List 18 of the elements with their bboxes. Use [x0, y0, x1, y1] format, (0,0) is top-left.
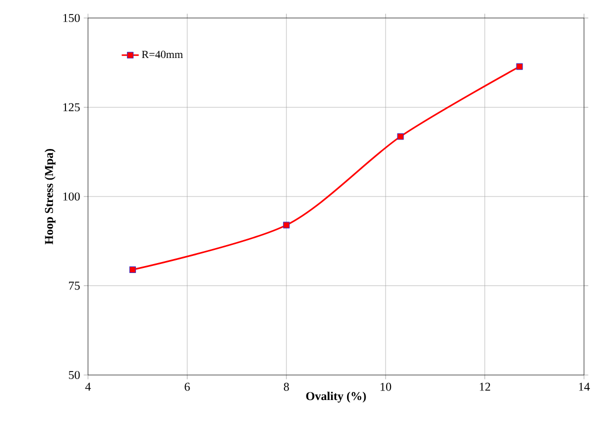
point [397, 133, 404, 140]
x-tick-label: 12 [480, 382, 490, 391]
y-tick-label: 50 [68, 370, 80, 380]
x-tick-label: 4 [85, 382, 91, 391]
x-axis-title: Ovality (%) [306, 392, 366, 403]
x-tick-label: 14 [579, 382, 590, 391]
y-tick-label: 100 [63, 192, 80, 201]
x-tick-label: 8 [284, 382, 289, 391]
y-axis-title: Hoop Stress (Mpa) [44, 148, 56, 244]
x-tick-label: 10 [380, 382, 392, 391]
y-tick-label: 150 [63, 14, 80, 22]
point [283, 222, 290, 228]
point [516, 63, 523, 70]
point [129, 266, 136, 273]
legend-label: R=40mm [142, 50, 183, 58]
y-tick-label: 75 [69, 282, 80, 290]
x-tick-label: 6 [184, 382, 190, 391]
y-tick-label: 125 [63, 103, 80, 112]
